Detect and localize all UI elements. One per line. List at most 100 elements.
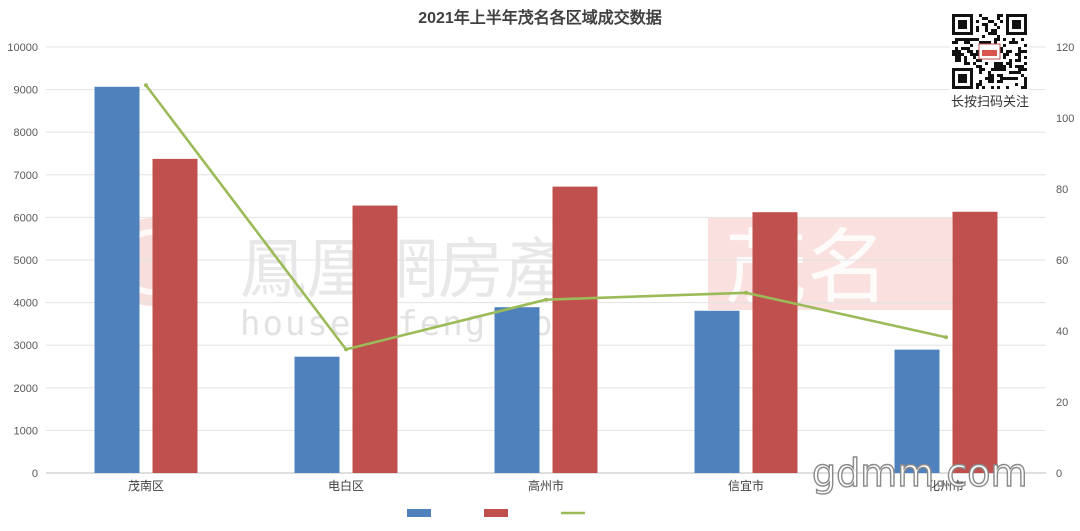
- qr-module: [1024, 86, 1027, 89]
- qr-module: [970, 50, 973, 53]
- qr-module: [958, 50, 961, 53]
- qr-module: [976, 38, 979, 41]
- qr-module: [997, 17, 1000, 20]
- qr-module: [997, 80, 1000, 83]
- qr-module: [952, 41, 955, 44]
- qr-module: [979, 14, 982, 17]
- qr-module: [967, 62, 970, 65]
- qr-module: [1021, 86, 1024, 89]
- qr-module: [973, 56, 976, 59]
- qr-module: [976, 59, 979, 62]
- right-tick-label: 80: [1056, 184, 1068, 196]
- qr-module: [979, 65, 982, 68]
- watermark-brand-cn: 鳳凰網房產: [240, 231, 570, 308]
- qr-module: [985, 26, 988, 29]
- qr-module: [952, 50, 955, 53]
- qr-module: [1003, 77, 1006, 80]
- bar: [552, 186, 598, 473]
- qr-module: [1006, 62, 1009, 65]
- bar-series: [94, 86, 998, 474]
- qr-module: [994, 29, 997, 32]
- qr-module: [997, 74, 1000, 77]
- qr-module: [982, 68, 985, 71]
- qr-center-logo-icon: [982, 50, 997, 56]
- qr-module: [1003, 68, 1006, 71]
- qr-code: 长按扫码关注: [950, 12, 1029, 109]
- qr-module: [994, 38, 997, 41]
- qr-module: [979, 71, 982, 74]
- qr-module: [1006, 53, 1009, 56]
- qr-module: [982, 41, 985, 44]
- qr-module: [1018, 56, 1021, 59]
- left-tick-label: 4000: [14, 298, 38, 310]
- watermark: 鳳凰網房產 house.ifeng.com 茂名: [108, 218, 952, 344]
- qr-module: [1018, 53, 1021, 56]
- left-tick-label: 5000: [14, 255, 38, 267]
- qr-module: [1018, 68, 1021, 71]
- right-axis: 0 20 40 60 80 100 120: [1056, 42, 1074, 480]
- qr-caption: 长按扫码关注: [951, 94, 1029, 109]
- qr-module: [970, 53, 973, 56]
- qr-module: [988, 74, 991, 77]
- qr-module: [979, 41, 982, 44]
- category-label: 高州市: [528, 478, 564, 493]
- qr-module: [1009, 41, 1012, 44]
- qr-module: [994, 23, 997, 26]
- qr-module: [1024, 56, 1027, 59]
- watermark-city: 茂名: [725, 221, 889, 316]
- qr-module: [964, 47, 967, 50]
- qr-module: [982, 17, 985, 20]
- gridlines: [46, 46, 1046, 474]
- qr-module: [1024, 77, 1027, 80]
- category-label: 电白区: [328, 478, 364, 493]
- qr-module: [1003, 65, 1006, 68]
- line-point: [144, 83, 148, 88]
- left-tick-label: 6000: [14, 212, 38, 224]
- qr-module: [1009, 77, 1012, 80]
- qr-module: [988, 80, 991, 83]
- qr-module: [1000, 20, 1003, 23]
- qr-module: [979, 59, 982, 62]
- qr-module: [997, 68, 1000, 71]
- qr-module: [1009, 50, 1012, 53]
- qr-module: [1006, 77, 1009, 80]
- qr-module: [958, 38, 961, 41]
- qr-module: [976, 20, 979, 23]
- qr-module: [967, 50, 970, 53]
- qr-module: [976, 53, 979, 56]
- qr-module: [1009, 59, 1012, 62]
- qr-module: [997, 86, 1000, 89]
- bar: [94, 86, 140, 474]
- left-tick-label: 7000: [14, 170, 38, 182]
- qr-module: [979, 80, 982, 83]
- qr-module: [1015, 53, 1018, 56]
- qr-module: [1003, 53, 1006, 56]
- qr-module: [988, 41, 991, 44]
- right-tick-label: 0: [1056, 468, 1062, 480]
- qr-module: [973, 38, 976, 41]
- qr-module: [1015, 83, 1018, 86]
- watermark-site: gdmm.com: [812, 451, 1028, 495]
- qr-module: [976, 83, 979, 86]
- qr-module: [1006, 86, 1009, 89]
- qr-module: [1024, 80, 1027, 83]
- qr-module: [1012, 38, 1015, 41]
- qr-module: [988, 77, 991, 80]
- left-tick-label: 1000: [14, 425, 38, 437]
- legend-swatch: [484, 509, 508, 517]
- category-label: 茂南区: [128, 478, 164, 493]
- qr-module: [955, 41, 958, 44]
- qr-module: [1021, 38, 1024, 41]
- qr-module: [985, 23, 988, 26]
- qr-module: [955, 50, 958, 53]
- qr-module: [1015, 59, 1018, 62]
- qr-module: [958, 53, 961, 56]
- line-point: [544, 297, 548, 302]
- bar: [752, 212, 798, 473]
- qr-finder-core: [1012, 20, 1021, 29]
- qr-module: [973, 62, 976, 65]
- bar: [894, 349, 940, 473]
- qr-module: [991, 32, 994, 35]
- qr-module: [1015, 71, 1018, 74]
